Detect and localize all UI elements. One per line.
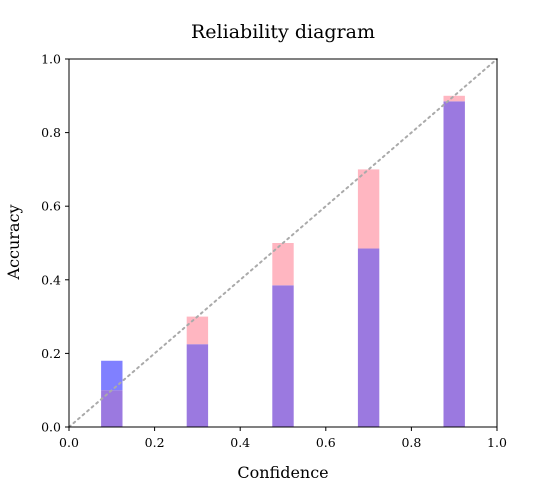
x-tick-label: 0.8 (401, 435, 421, 450)
confidence-gap-bar (186, 316, 209, 345)
overlap-bar (357, 248, 380, 427)
plot-area (68, 58, 498, 428)
y-axis: 0.0 0.2 0.4 0.6 0.8 1.0 (41, 52, 69, 435)
y-tick-label: 0.6 (41, 199, 61, 214)
y-axis-label: Accuracy (4, 205, 23, 281)
chart-title: Reliability diagram (191, 21, 375, 43)
y-tick-label: 0.2 (41, 346, 61, 361)
plot-frame (68, 58, 498, 428)
x-axis-label: Confidence (237, 463, 328, 480)
overlap-bar (101, 390, 123, 427)
confidence-gap-bar (443, 95, 465, 102)
x-axis: 0.0 0.2 0.4 0.6 0.8 1.0 (59, 427, 507, 450)
y-tick-label: 1.0 (41, 52, 61, 67)
accuracy-excess-bar (101, 360, 123, 391)
x-tick-label: 0.0 (59, 435, 79, 450)
confidence-gap-bar (272, 243, 294, 286)
x-tick-label: 0.4 (230, 435, 250, 450)
y-tick-label: 0.8 (41, 125, 61, 140)
x-tick-label: 1.0 (487, 435, 507, 450)
y-tick-label: 0.0 (41, 420, 61, 435)
overlap-bar (186, 344, 209, 427)
perfect-calibration-line (68, 58, 498, 428)
x-tick-label: 0.2 (145, 435, 165, 450)
overlap-bar (272, 285, 294, 427)
x-tick-label: 0.6 (316, 435, 336, 450)
overlap-bar (443, 101, 465, 427)
confidence-gap-bar (357, 169, 380, 249)
y-tick-label: 0.4 (41, 272, 61, 287)
